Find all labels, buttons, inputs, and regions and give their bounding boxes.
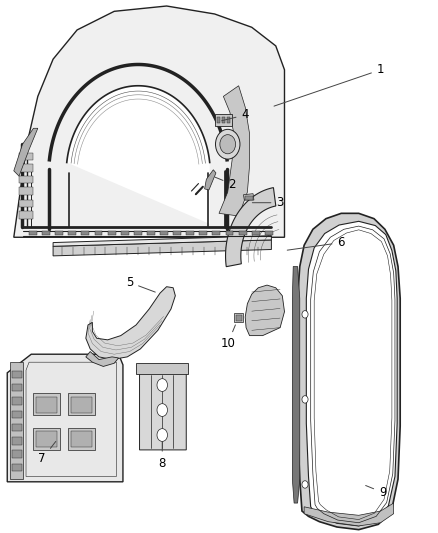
Polygon shape [136, 364, 188, 374]
Polygon shape [71, 431, 92, 447]
Polygon shape [35, 397, 57, 413]
Polygon shape [222, 117, 225, 124]
Polygon shape [12, 410, 21, 418]
Polygon shape [121, 231, 129, 235]
Polygon shape [55, 231, 63, 235]
Polygon shape [71, 397, 92, 413]
Polygon shape [19, 165, 32, 172]
Polygon shape [19, 199, 32, 207]
Polygon shape [217, 117, 220, 124]
Polygon shape [19, 175, 32, 183]
Polygon shape [12, 384, 21, 391]
Polygon shape [42, 231, 50, 235]
Polygon shape [29, 231, 37, 235]
Polygon shape [12, 437, 21, 445]
Polygon shape [304, 503, 394, 526]
Text: 3: 3 [252, 196, 284, 209]
Polygon shape [245, 196, 253, 199]
Circle shape [215, 130, 240, 159]
Polygon shape [19, 211, 32, 219]
Polygon shape [205, 169, 216, 190]
Polygon shape [186, 231, 194, 235]
Polygon shape [68, 231, 76, 235]
Polygon shape [108, 231, 116, 235]
Polygon shape [234, 313, 243, 322]
Text: 7: 7 [39, 441, 56, 465]
Polygon shape [7, 354, 123, 482]
Circle shape [302, 481, 308, 488]
Polygon shape [12, 370, 21, 378]
Polygon shape [81, 231, 89, 235]
Polygon shape [12, 464, 21, 471]
Polygon shape [245, 285, 285, 336]
Circle shape [302, 311, 308, 318]
Text: 10: 10 [220, 325, 235, 350]
Polygon shape [12, 450, 21, 458]
Text: 8: 8 [159, 442, 166, 470]
Polygon shape [219, 86, 250, 216]
Polygon shape [173, 231, 181, 235]
Polygon shape [86, 287, 175, 360]
Text: 9: 9 [366, 486, 386, 499]
Polygon shape [292, 266, 300, 503]
Polygon shape [239, 231, 247, 235]
Polygon shape [215, 114, 232, 126]
Polygon shape [53, 240, 272, 256]
Circle shape [220, 135, 236, 154]
Polygon shape [226, 188, 276, 266]
Polygon shape [226, 231, 233, 235]
Polygon shape [67, 86, 210, 224]
Circle shape [157, 429, 167, 441]
Polygon shape [35, 431, 57, 447]
Circle shape [157, 403, 167, 416]
Polygon shape [19, 153, 32, 160]
Polygon shape [95, 231, 102, 235]
Text: 6: 6 [287, 236, 345, 250]
Text: 2: 2 [215, 177, 236, 191]
Polygon shape [244, 193, 254, 200]
Polygon shape [12, 397, 21, 405]
Circle shape [302, 395, 308, 403]
Polygon shape [86, 352, 119, 367]
Polygon shape [19, 187, 32, 195]
Polygon shape [227, 117, 230, 124]
Polygon shape [68, 393, 95, 415]
Polygon shape [11, 362, 23, 479]
Polygon shape [14, 128, 38, 176]
Polygon shape [265, 231, 273, 235]
Polygon shape [199, 231, 207, 235]
Circle shape [157, 378, 167, 391]
Polygon shape [160, 231, 168, 235]
Polygon shape [147, 231, 155, 235]
Text: 1: 1 [274, 63, 384, 106]
Polygon shape [306, 221, 397, 526]
Polygon shape [297, 213, 400, 530]
Polygon shape [53, 236, 272, 246]
Polygon shape [33, 427, 60, 450]
Polygon shape [236, 316, 242, 321]
Polygon shape [68, 427, 95, 450]
Polygon shape [140, 367, 186, 450]
Text: 4: 4 [222, 109, 249, 122]
Polygon shape [252, 231, 260, 235]
Polygon shape [134, 231, 142, 235]
Text: 5: 5 [126, 276, 155, 292]
Polygon shape [212, 231, 220, 235]
Polygon shape [12, 424, 21, 431]
Polygon shape [14, 6, 285, 237]
Polygon shape [33, 393, 60, 415]
